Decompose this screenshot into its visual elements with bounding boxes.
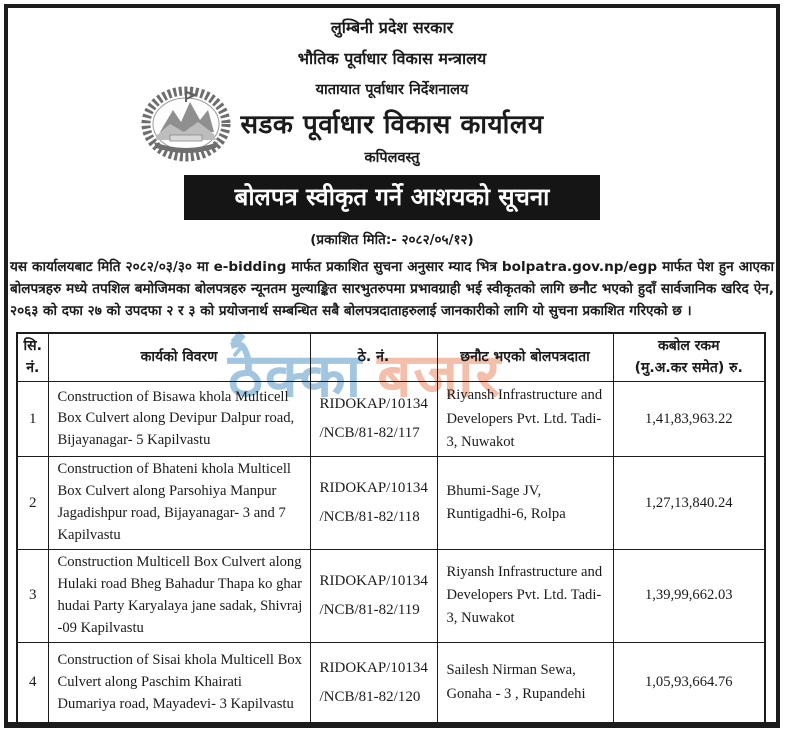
cell-amount: 1,27,13,840.24: [612, 456, 766, 550]
cell-bidder: Riyansh Infrastructure and Developers Pv…: [436, 548, 614, 643]
col-header-work: कार्यको विवरण: [47, 332, 311, 383]
letterhead: लुम्बिनी प्रदेश सरकार भौतिक पूर्वाधार वि…: [8, 8, 776, 167]
cell-bidder: Bhumi-Sage JV, Runtigadhi-6, Rolpa: [436, 456, 614, 550]
directorate-name: यातायात पूर्वाधार निर्देशनालय: [315, 82, 469, 98]
office-district: कपिलवस्तु: [364, 150, 420, 166]
nepal-government-emblem-icon: [141, 86, 231, 162]
col-header-amount: कबोल रकम (मु.अ.कर समेत) रु.: [612, 332, 766, 383]
cell-bidder: Sailesh Nirman Sewa, Gonaha - 3 , Rupand…: [436, 641, 614, 725]
published-date: (प्रकाशित मिति:- २०८२/०५/१२): [310, 232, 474, 248]
bid-selection-table: सि. नं. कार्यको विवरण ठे. नं. छनौट भएको …: [16, 332, 766, 726]
cell-contract: RIDOKAP/10134 /NCB/81-82/119: [309, 548, 438, 643]
cell-bidder: Riyansh Infrastructure and Developers Pv…: [436, 381, 614, 458]
table-row: 2 Construction of Bhateni khola Multicel…: [16, 456, 766, 550]
notice-body: यस कार्यालयबाट मिति २०८२/०३/३० मा e-bidd…: [10, 259, 774, 319]
table-row: 3 Construction Multicell Box Culvert alo…: [16, 548, 766, 643]
ministry-name: भौतिक पूर्वाधार विकास मन्त्रालय: [297, 49, 487, 68]
cell-sn: 1: [16, 381, 49, 458]
cell-contract: RIDOKAP/10134 /NCB/81-82/117: [309, 381, 438, 458]
government-name: लुम्बिनी प्रदेश सरकार: [330, 18, 454, 37]
cell-amount: 1,05,93,664.76: [612, 641, 766, 725]
cell-contract: RIDOKAP/10134 /NCB/81-82/120: [309, 641, 438, 725]
table-row: 4 Construction of Sisai khola Multicell …: [16, 641, 766, 725]
bid-table-wrap: ठेक्का बजार सि. नं. कार्यको विवरण ठे. नं.…: [16, 331, 768, 726]
table-header-row: सि. नं. कार्यको विवरण ठे. नं. छनौट भएको …: [16, 332, 766, 383]
table-row: 1 Construction of Bisawa khola Multicell…: [16, 381, 766, 458]
cell-work: Construction of Bhateni khola Multicell …: [47, 456, 311, 550]
office-name: सडक पूर्वाधार विकास कार्यालय: [240, 110, 544, 140]
cell-work: Construction of Sisai khola Multicell Bo…: [47, 641, 311, 725]
col-header-sn: सि. नं.: [16, 332, 49, 383]
cell-contract: RIDOKAP/10134 /NCB/81-82/118: [309, 456, 438, 550]
cell-sn: 3: [16, 548, 49, 643]
notice-title-banner: बोलपत्र स्वीकृत गर्ने आशयको सूचना: [184, 175, 600, 220]
cell-work: Construction Multicell Box Culvert along…: [47, 548, 311, 643]
cell-amount: 1,39,99,662.03: [612, 548, 766, 643]
cell-sn: 4: [16, 641, 49, 725]
col-header-contract: ठे. नं.: [309, 332, 438, 383]
cell-sn: 2: [16, 456, 49, 550]
col-header-bidder: छनौट भएको बोलपत्रदाता: [436, 332, 614, 383]
document-content: लुम्बिनी प्रदेश सरकार भौतिक पूर्वाधार वि…: [8, 8, 776, 726]
cell-work: Construction of Bisawa khola Multicell B…: [47, 381, 311, 458]
cell-amount: 1,41,83,963.22: [612, 381, 766, 458]
